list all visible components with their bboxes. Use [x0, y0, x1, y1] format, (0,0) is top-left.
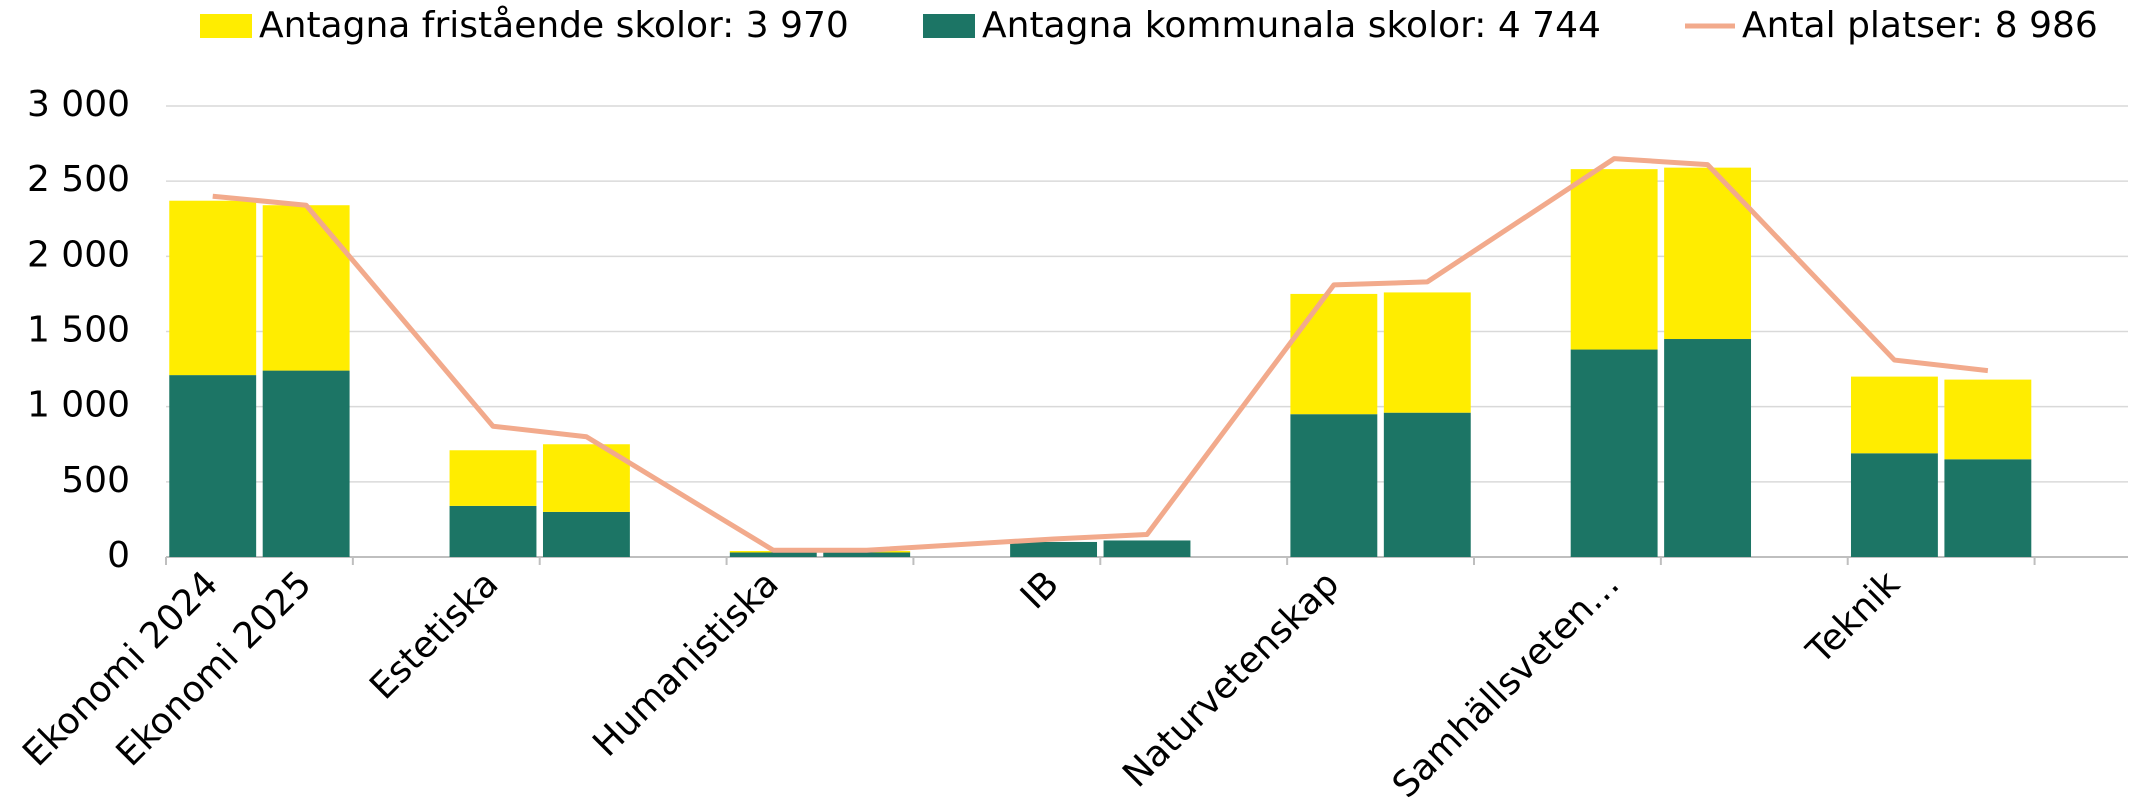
y-tick-label: 3 000	[27, 84, 130, 125]
x-tick-label: Estetiska	[362, 563, 506, 707]
bar	[1383, 412, 1471, 557]
x-tick-label: Samhällsveten…	[1385, 563, 1628, 806]
y-tick-label: 500	[61, 460, 130, 501]
bar	[1570, 169, 1658, 350]
bar	[823, 552, 911, 557]
y-tick-label: 2 000	[27, 234, 130, 275]
bar	[1850, 453, 1938, 557]
legend-label: Antagna kommunala skolor: 4 744	[982, 5, 1601, 46]
bar	[449, 505, 537, 557]
bar	[1570, 349, 1658, 557]
y-tick-label: 0	[107, 535, 130, 576]
legend-label: Antagna fristående skolor: 3 970	[259, 5, 849, 46]
y-tick-label: 1 500	[27, 310, 130, 351]
legend-swatch	[200, 14, 252, 38]
bar	[1850, 376, 1938, 454]
bar	[542, 511, 630, 557]
bar	[1290, 414, 1378, 557]
bar	[1383, 292, 1471, 413]
bar	[262, 370, 350, 557]
x-tick-label: Humanistiska	[585, 563, 786, 764]
bar	[1664, 339, 1752, 557]
bar	[169, 200, 257, 376]
legend-label: Antal platser: 8 986	[1742, 5, 2098, 46]
bar	[1290, 293, 1378, 415]
bar	[1944, 459, 2032, 557]
bar	[449, 450, 537, 506]
bar	[1103, 540, 1191, 557]
y-tick-label: 1 000	[27, 385, 130, 426]
bar	[169, 375, 257, 557]
bar	[1944, 379, 2032, 460]
bar	[262, 205, 350, 371]
y-tick-label: 2 500	[27, 159, 130, 200]
line	[212, 156, 1989, 553]
bar	[729, 552, 817, 557]
legend: Antagna fristående skolor: 3 970 Antagna…	[200, 5, 2098, 46]
bar	[1010, 541, 1098, 557]
legend-swatch	[923, 14, 975, 38]
x-tick-label: Teknik	[1799, 563, 1908, 672]
x-tick-label: Naturvetenskap	[1115, 563, 1347, 795]
x-tick-label: IB	[1013, 563, 1067, 617]
